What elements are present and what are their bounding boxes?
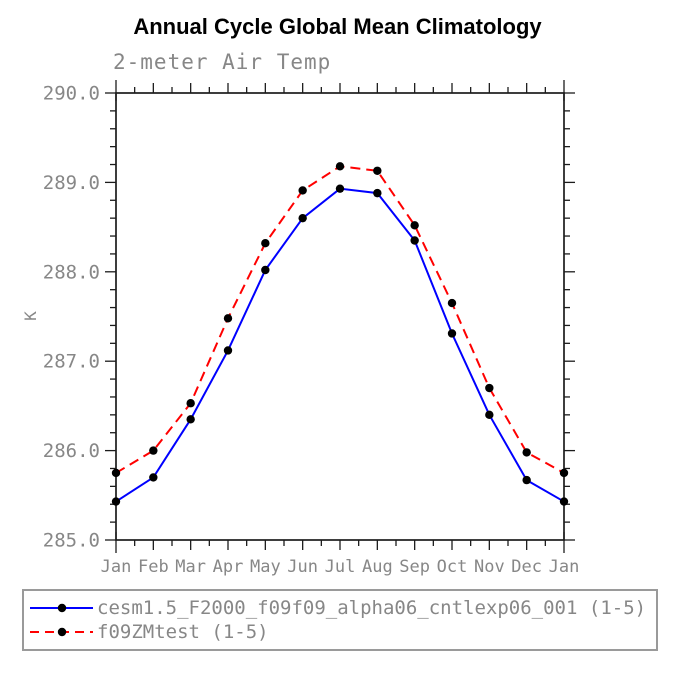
data-point-marker bbox=[149, 446, 158, 455]
data-point-marker bbox=[298, 186, 307, 195]
legend-label-series2: f09ZMtest (1-5) bbox=[97, 621, 269, 643]
data-point-marker bbox=[261, 238, 270, 248]
y-tick-label: 285.0 bbox=[43, 530, 100, 552]
data-point-marker bbox=[522, 475, 531, 485]
x-tick-label: Mar bbox=[175, 557, 206, 577]
x-tick-label: Nov bbox=[474, 557, 505, 577]
series-markers bbox=[111, 184, 569, 506]
data-point-marker bbox=[186, 399, 195, 408]
chart-title: Annual Cycle Global Mean Climatology bbox=[133, 14, 542, 39]
x-tick-label: Aug bbox=[362, 557, 393, 577]
data-point-marker bbox=[335, 162, 345, 171]
axis-ticks bbox=[105, 80, 575, 553]
data-point-marker bbox=[559, 468, 569, 478]
data-point-marker bbox=[485, 410, 494, 420]
legend-sample-solid-line bbox=[30, 603, 93, 613]
data-point-marker bbox=[335, 184, 345, 193]
legend-row-series1: cesm1.5_F2000_f09f09_alpha06_cntlexp06_0… bbox=[29, 596, 656, 620]
x-tick-label: May bbox=[250, 557, 281, 577]
x-tick-label: Feb bbox=[138, 557, 169, 577]
y-tick-label: 287.0 bbox=[43, 351, 100, 373]
data-point-marker bbox=[373, 188, 382, 198]
x-tick-label: Jun bbox=[287, 557, 318, 577]
legend-marker-icon bbox=[57, 627, 67, 637]
x-tick-label: Dec bbox=[511, 557, 542, 577]
data-point-marker bbox=[559, 497, 569, 506]
legend-label-series1: cesm1.5_F2000_f09f09_alpha06_cntlexp06_0… bbox=[97, 597, 647, 619]
x-tick-label: Jan bbox=[101, 557, 132, 577]
data-point-marker bbox=[522, 448, 531, 457]
data-point-marker bbox=[410, 221, 419, 230]
y-tick-label: 286.0 bbox=[43, 440, 100, 462]
data-point-marker bbox=[298, 213, 307, 223]
data-point-marker bbox=[111, 497, 121, 506]
x-tick-label: Sep bbox=[399, 557, 430, 577]
x-tick-label: Jan bbox=[549, 557, 580, 577]
chart-subtitle: 2-meter Air Temp bbox=[113, 50, 332, 74]
series-markers bbox=[111, 162, 569, 478]
data-point-marker bbox=[223, 314, 233, 323]
data-point-marker bbox=[447, 329, 457, 338]
y-tick-label: 288.0 bbox=[43, 261, 100, 283]
series-line-solid bbox=[115, 187, 565, 503]
data-point-marker bbox=[373, 166, 382, 175]
x-tick-label: Apr bbox=[213, 557, 244, 577]
y-tick-label: 290.0 bbox=[43, 83, 100, 105]
legend-sample-dashed-line bbox=[30, 627, 93, 637]
y-axis-label: K bbox=[21, 311, 40, 321]
data-point-marker bbox=[149, 473, 158, 482]
data-point-marker bbox=[485, 383, 494, 393]
data-point-marker bbox=[111, 468, 121, 478]
data-point-marker bbox=[410, 236, 419, 245]
data-point-marker bbox=[223, 346, 233, 355]
data-point-marker bbox=[261, 265, 270, 275]
x-tick-label: Oct bbox=[437, 557, 468, 577]
axis-frame bbox=[115, 92, 565, 541]
legend-row-series2: f09ZMtest (1-5) bbox=[29, 620, 656, 644]
legend-box: cesm1.5_F2000_f09f09_alpha06_cntlexp06_0… bbox=[22, 589, 658, 651]
x-tick-label: Jul bbox=[325, 557, 356, 577]
y-tick-label: 289.0 bbox=[43, 172, 100, 194]
y-tick-labels: 285.0 286.0 287.0 288.0 289.0 290.0 bbox=[43, 83, 100, 552]
legend-marker-icon bbox=[57, 603, 67, 613]
data-point-marker bbox=[186, 415, 195, 424]
x-tick-labels: Jan Feb Mar Apr May Jun Jul Aug Sep Oct Nov Dec Jan bbox=[101, 557, 580, 577]
data-point-marker bbox=[447, 298, 457, 308]
